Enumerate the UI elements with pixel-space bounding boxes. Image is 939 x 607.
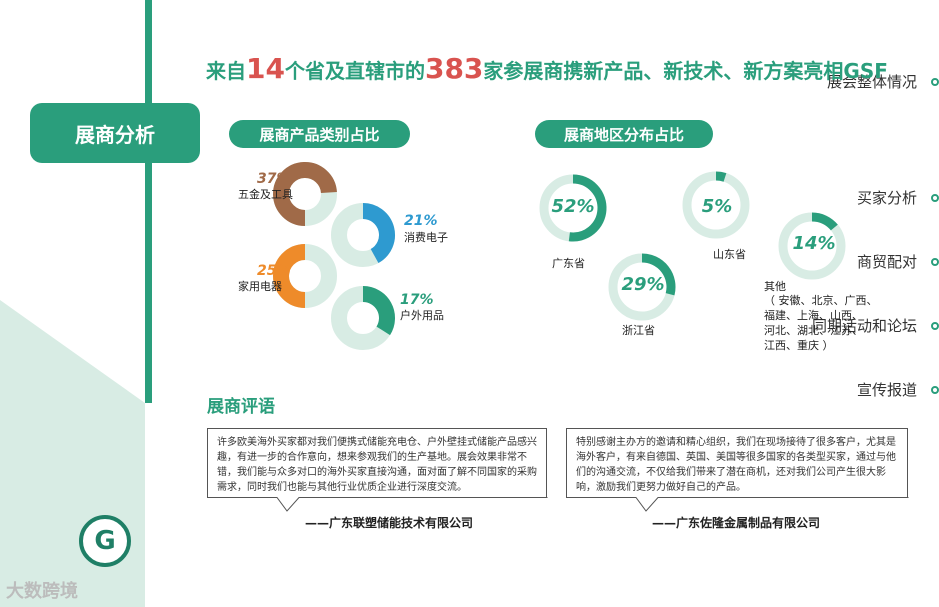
headline-text: 家参展商携新产品、新技术、新方案亮相GSF — [483, 59, 888, 83]
nav-item-overview[interactable]: 展会整体情况 — [787, 71, 939, 92]
region-donut-0-arc — [568, 174, 607, 242]
review-company-1: ——广东联塑储能技术有限公司 — [305, 516, 474, 530]
region-donut-2-arc — [715, 171, 727, 182]
region-section-title: 展商地区分布占比 — [535, 120, 713, 148]
pct-appliances: 25% — [257, 263, 291, 279]
region-distribution-chart — [539, 171, 846, 321]
sidebar-background — [0, 0, 145, 607]
nav-item-label: 商贸配对 — [856, 253, 917, 271]
nav-dot — [931, 77, 939, 86]
headline-province-count: 14 — [246, 52, 285, 85]
label-other-detail: （ 安徽、北京、广西、 福建、上海、山西、 河北、湖北、江苏、 江西、重庆 ） — [764, 293, 878, 353]
product-donut-3-arc — [362, 286, 395, 336]
sidebar-divider — [145, 0, 152, 403]
product-donut-0-arc — [273, 162, 337, 226]
nav-item-label: 买家分析 — [856, 189, 917, 207]
label-outdoor: 户外用品 — [400, 309, 444, 322]
nav-item-label: 宣传报道 — [856, 381, 917, 399]
pct-outdoor: 17% — [400, 292, 434, 308]
headline-exhibitor-count: 383 — [424, 52, 484, 85]
region-donut-3-arc — [811, 212, 838, 231]
other-detail-line: 河北、湖北、江苏、 — [764, 324, 863, 337]
pct-electronics: 21% — [404, 213, 438, 229]
pct-other: 14% — [792, 233, 836, 254]
product-donut-2-arc — [273, 244, 306, 308]
product-section-title: 展商产品类别占比 — [229, 120, 410, 148]
pct-zhejiang: 29% — [621, 274, 665, 295]
label-electronics: 消费电子 — [404, 231, 448, 244]
nav-dot — [931, 321, 939, 330]
other-detail-line: 福建、上海、山西、 — [764, 309, 863, 322]
product-donut-1-arc — [362, 203, 395, 264]
label-other: 其他 — [764, 280, 786, 293]
nav-dot — [931, 193, 939, 202]
review-text: 特别感谢主办方的邀请和精心组织，我们在现场接待了很多客户，尤其是海外客户，有来自… — [576, 437, 896, 493]
label-guangdong: 广东省 — [552, 257, 585, 270]
review-text: 许多欧美海外买家都对我们便携式储能充电仓、户外壁挂式储能产品感兴趣，有进一步的合… — [217, 437, 537, 493]
label-hardware: 五金及工具 — [238, 188, 293, 201]
pct-hardware: 37% — [257, 171, 291, 187]
product-category-chart — [273, 162, 395, 350]
label-zhejiang: 浙江省 — [622, 324, 655, 337]
nav-item-events-forums[interactable]: 同期活动和论坛 — [787, 315, 939, 336]
nav-item-trade-matching[interactable]: 商贸配对 — [787, 251, 939, 272]
pct-shandong: 5% — [701, 196, 733, 217]
nav-item-exhibitor-analysis-active[interactable]: 展商分析 — [30, 103, 200, 163]
other-detail-line: 江西、重庆 ） — [764, 339, 834, 352]
review-card-2: 特别感谢主办方的邀请和精心组织，我们在现场接待了很多客户，尤其是海外客户，有来自… — [566, 428, 908, 498]
pct-guangdong: 52% — [551, 196, 595, 217]
nav-item-buyer-analysis[interactable]: 买家分析 — [787, 187, 939, 208]
region-donut-1-arc — [641, 253, 676, 296]
review-card-1: 许多欧美海外买家都对我们便携式储能充电仓、户外壁挂式储能产品感兴趣，有进一步的合… — [207, 428, 547, 498]
headline-text: 来自 — [206, 59, 246, 83]
nav-item-label: 同期活动和论坛 — [811, 317, 917, 335]
nav-item-label: 展商分析 — [75, 122, 155, 147]
page-headline: 来自14个省及直辖市的383家参展商携新产品、新技术、新方案亮相GSF — [206, 52, 888, 85]
logo-letter: G — [94, 526, 116, 556]
reviews-title: 展商评语 — [207, 397, 275, 417]
label-shandong: 山东省 — [713, 248, 746, 261]
other-detail-line: （ 安徽、北京、广西、 — [764, 294, 878, 307]
review-card-2-pointer — [566, 497, 909, 512]
watermark: 大数跨境 — [6, 581, 78, 602]
headline-text: 个省及直辖市的 — [284, 59, 425, 83]
nav-dot — [931, 385, 939, 394]
nav-item-publicity[interactable]: 宣传报道 — [787, 379, 939, 400]
gsf-logo: G — [79, 515, 131, 567]
review-card-1-pointer — [207, 497, 548, 512]
review-company-2: ——广东佐隆金属制品有限公司 — [652, 516, 821, 530]
label-appliances: 家用电器 — [238, 280, 282, 293]
nav-dot — [931, 257, 939, 266]
nav-item-label: 展会整体情况 — [826, 73, 917, 91]
